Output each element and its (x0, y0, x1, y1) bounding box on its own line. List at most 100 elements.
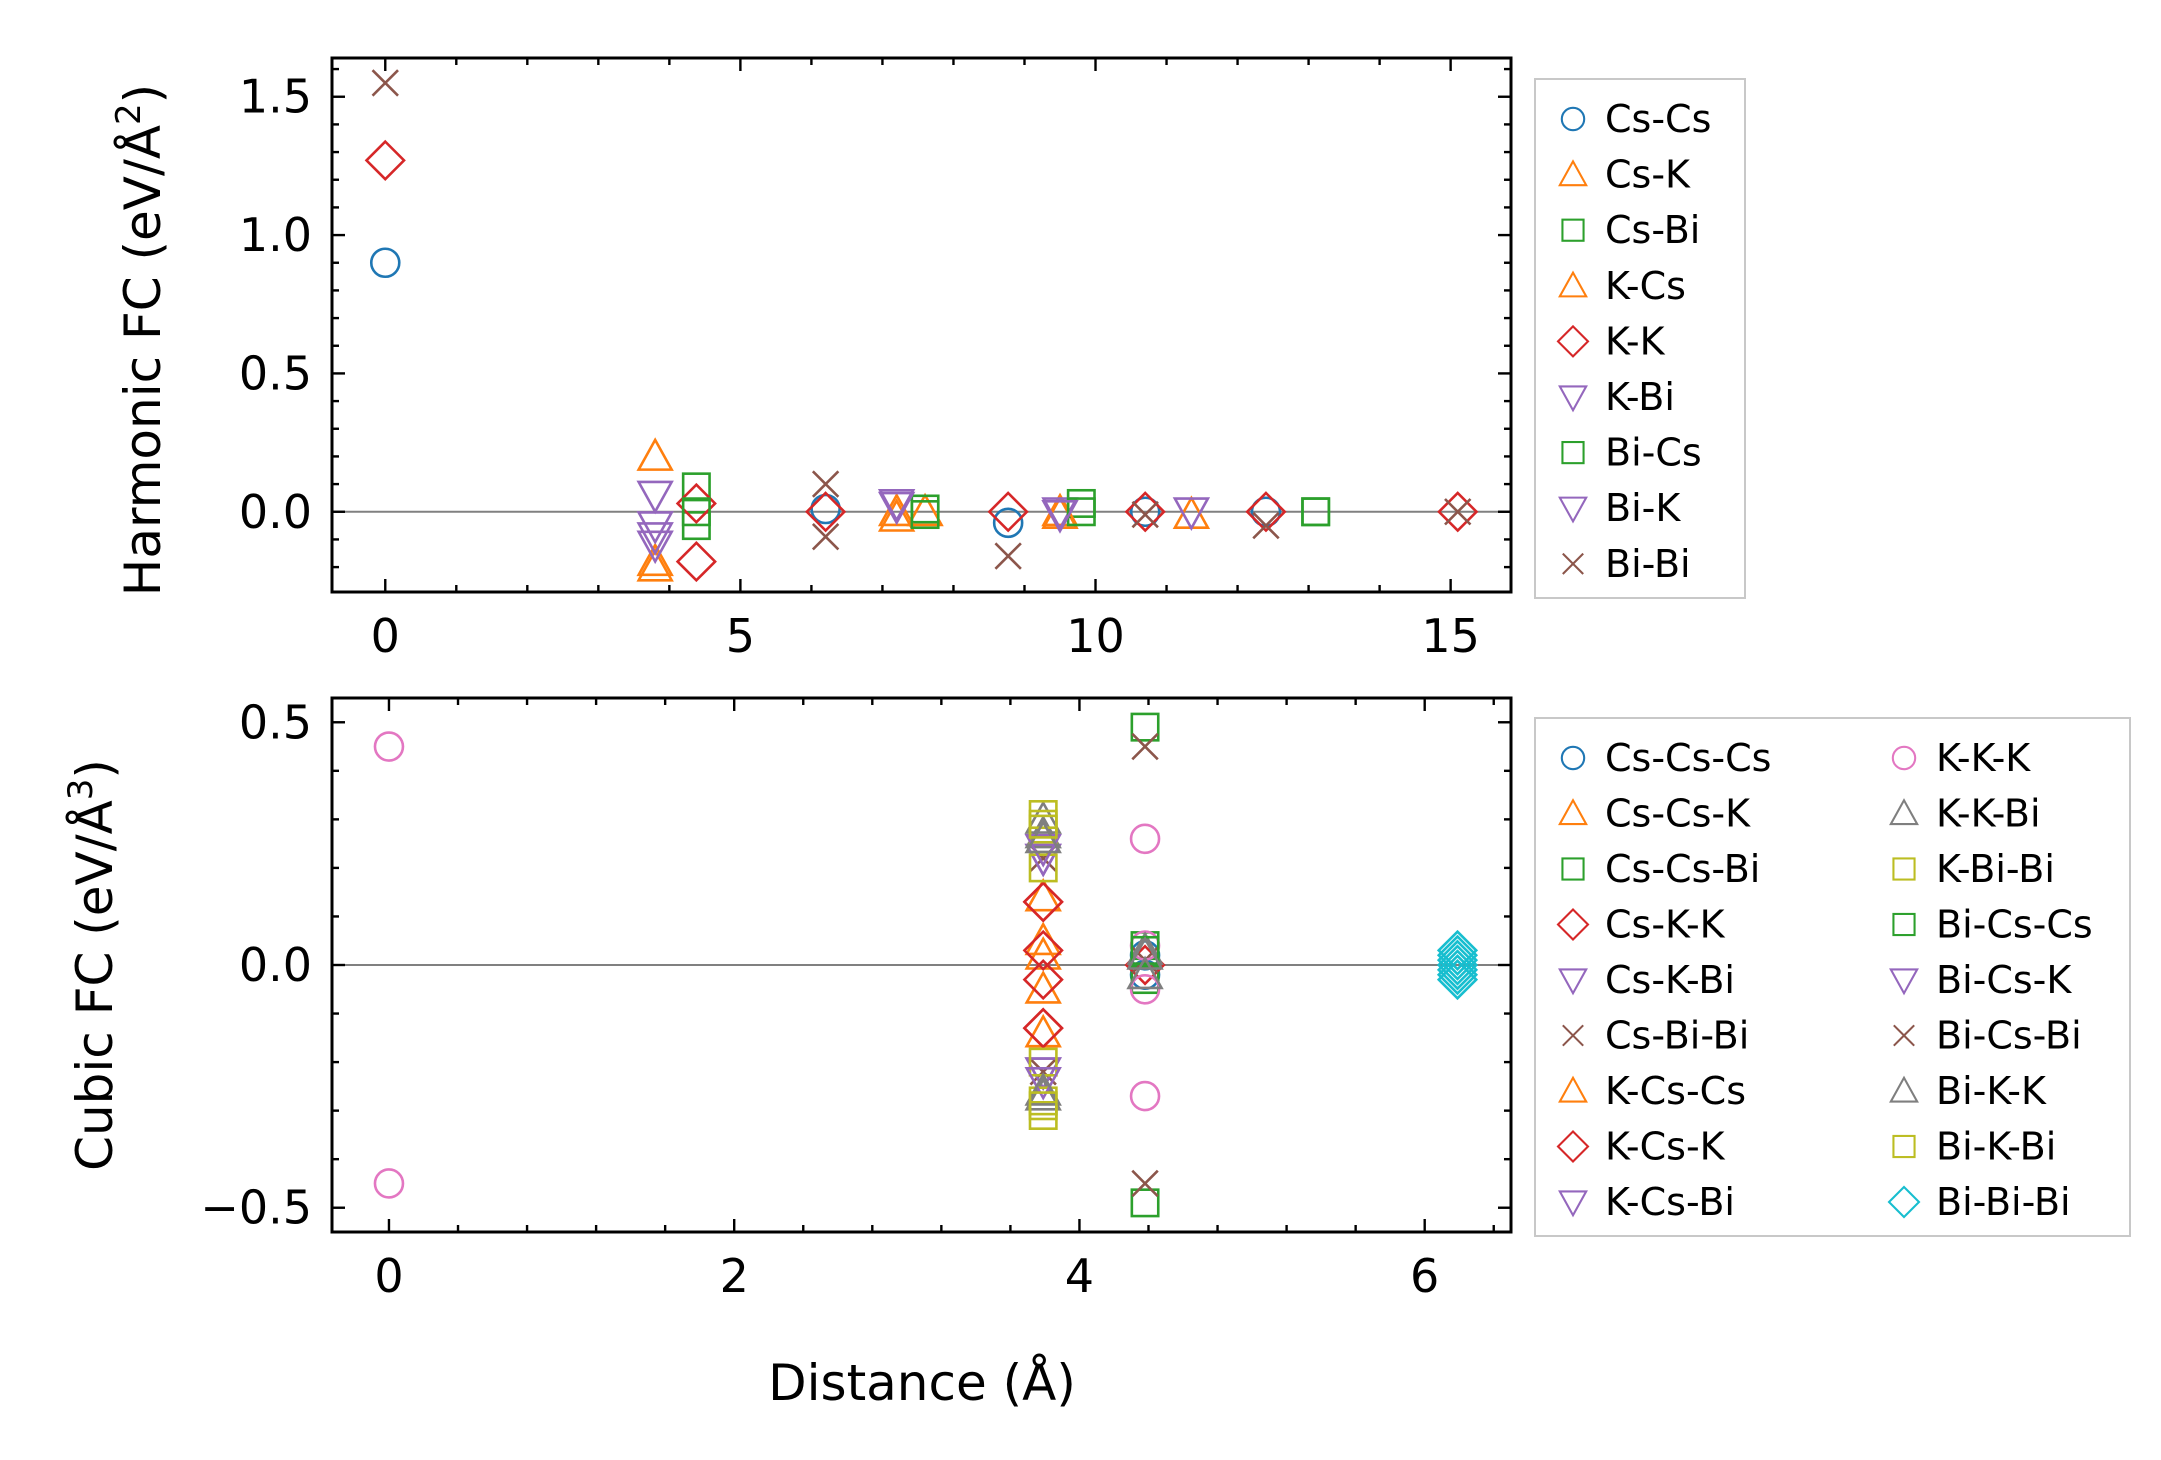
y-tick-label: 0.5 (239, 346, 312, 400)
data-point-bi-bi (1444, 498, 1472, 526)
legend-label: Bi-Bi (1605, 542, 1691, 586)
data-point-cs-cs (992, 507, 1024, 539)
data-point-bi-cs-k (1024, 833, 1062, 868)
data-point-k-k (364, 139, 406, 181)
legend-label: Bi-Cs-Bi (1936, 1014, 2082, 1058)
legend-marker-k-bi-bi (1892, 857, 1916, 881)
legend-item-k-cs-k: K-Cs-K (1556, 1125, 1726, 1169)
legend: Cs-Cs-Cs Cs-Cs-K Cs-Cs-Bi Cs-K-K Cs-K-Bi Cs-B… (1534, 717, 2131, 1237)
harmonic-fc-panel: 0 5 10 15 0.0 0.5 1.0 1.5 Harmonic FC (eV/Å2) C… (109, 56, 1746, 663)
series-bi-cs-cs (1130, 712, 1160, 1218)
legend-item-bi-cs-k: Bi-Cs-K (1889, 958, 2072, 1002)
legend-label: Cs-K-Bi (1605, 958, 1735, 1002)
data-point-cs-cs-k (1024, 877, 1062, 912)
data-point-bi-k-k (1024, 1072, 1062, 1106)
legend-item-bi-cs-cs: Bi-Cs-Cs (1892, 903, 2093, 947)
series-k-cs-k (1022, 881, 1064, 1049)
legend-item-cs-k-k: Cs-K-K (1556, 903, 1726, 947)
tick-labels: 0 2 4 6 −0.5 0.0 0.5 (200, 695, 1439, 1303)
legend-label: Cs-Cs-K (1605, 792, 1751, 836)
series-k-k (364, 139, 1479, 583)
data-point-cs-k (636, 437, 674, 471)
data-point-k-cs-cs (1024, 970, 1062, 1004)
legend-marker-cs-k-k (1556, 908, 1590, 941)
data-point-cs-cs (1129, 496, 1161, 528)
data-point-k-bi (636, 511, 674, 545)
legend-marker-bi-cs-k (1889, 968, 1919, 996)
legend-marker-cs-bi-bi (1562, 1024, 1584, 1047)
legend-marker-k-cs-cs (1558, 1075, 1588, 1103)
y-axis-label: Harmonic FC (eV/Å2) (109, 84, 172, 596)
legend-item-k-k-bi: K-K-Bi (1889, 792, 2041, 836)
legend-label: Cs-K-K (1605, 903, 1726, 947)
data-point-k-k (1124, 491, 1166, 533)
series-bi-k-bi (1028, 809, 1058, 1121)
legend-label: Bi-K-K (1936, 1069, 2047, 1113)
legend-item-cs-bi-bi: Cs-Bi-Bi (1562, 1014, 1749, 1058)
legend-item-k-cs-bi: K-Cs-Bi (1558, 1180, 1735, 1224)
data-point-bi-bi-bi (1436, 954, 1479, 996)
data-point-k-k-k (373, 1168, 405, 1199)
data-point-bi-cs-bi (1131, 1169, 1159, 1198)
legend-marker-bi-k-k (1889, 1075, 1919, 1103)
x-tick-label: 4 (1065, 1249, 1094, 1303)
data-point-bi-cs (681, 497, 711, 527)
data-point-bi-cs (1301, 497, 1331, 527)
y-tick-label: 0.0 (239, 485, 312, 539)
x-tick-label: 0 (371, 609, 400, 663)
legend-item-bi-k-bi: Bi-K-Bi (1892, 1125, 2056, 1169)
legend-label: Cs-K (1605, 153, 1691, 197)
legend-label: K-K-K (1936, 736, 2031, 780)
data-point-bi-k (877, 491, 916, 526)
cubic-fc-panel: 0 2 4 6 −0.5 0.0 0.5 Cubic FC (eV/Å3) Distance… (61, 695, 2131, 1412)
legend: Cs-Cs Cs-K Cs-Bi K-Cs K-K K-Bi Bi-Cs Bi-K Bi-Bi (1534, 78, 1746, 599)
data-point-cs-cs (810, 493, 841, 525)
legend-marker-cs-k (1558, 159, 1588, 187)
legend-marker-bi-k (1558, 496, 1588, 524)
data-markers (373, 712, 1479, 1218)
data-point-k-k-k (1129, 973, 1161, 1005)
legend-marker-cs-cs (1560, 106, 1586, 132)
data-point-bi-bi-bi (1436, 934, 1479, 976)
y-tick-label: 0.5 (239, 695, 312, 749)
data-point-k-k (805, 491, 847, 533)
series-cs-cs (369, 247, 1282, 539)
data-point-bi-cs-bi (1131, 732, 1159, 761)
data-point-k-bi (877, 488, 916, 523)
data-point-k-cs (636, 542, 674, 577)
data-point-k-k (1437, 491, 1479, 533)
legend-label: K-Cs-Cs (1605, 1069, 1746, 1113)
legend-label: Bi-Cs-Cs (1936, 903, 2093, 947)
data-point-k-k (675, 482, 717, 525)
legend-marker-k-cs (1558, 270, 1588, 298)
data-point-k-bi (636, 480, 674, 515)
data-point-bi-bi-bi (1436, 944, 1479, 986)
legend-marker-cs-cs-k (1558, 798, 1588, 826)
legend-label: K-Cs-K (1605, 1125, 1726, 1169)
legend-label: Cs-Bi (1605, 208, 1700, 252)
legend-item-bi-cs: Bi-Cs (1561, 431, 1702, 475)
data-point-bi-k-bi (1028, 809, 1058, 839)
y-tick-label: 0.0 (239, 938, 312, 992)
legend-item-cs-k: Cs-K (1558, 153, 1691, 197)
legend-item-k-k-k: K-K-K (1891, 736, 2031, 780)
legend-marker-bi-cs-bi (1893, 1024, 1915, 1047)
data-point-k-k-bi (1024, 1076, 1062, 1111)
data-point-k-bi (636, 530, 674, 565)
series-bi-bi (371, 69, 1472, 570)
legend-item-k-cs: K-Cs (1558, 264, 1686, 308)
data-point-bi-bi (1131, 500, 1159, 529)
data-point-bi-k-k (1126, 936, 1164, 970)
data-point-k-cs-k (1022, 929, 1064, 972)
legend-item-k-bi: K-Bi (1558, 375, 1675, 419)
legend-marker-cs-k-bi (1558, 968, 1588, 996)
legend-marker-bi-cs (1561, 440, 1585, 465)
data-point-bi-bi (994, 542, 1022, 570)
y-tick-label: 1.0 (239, 208, 312, 262)
legend-label: Bi-Cs (1605, 431, 1702, 475)
x-tick-label: 5 (726, 609, 755, 663)
y-tick-label: −0.5 (200, 1181, 312, 1235)
y-axis-label: Cubic FC (eV/Å3) (61, 759, 124, 1171)
data-point-cs-k (906, 492, 944, 527)
data-point-k-k (987, 491, 1029, 533)
